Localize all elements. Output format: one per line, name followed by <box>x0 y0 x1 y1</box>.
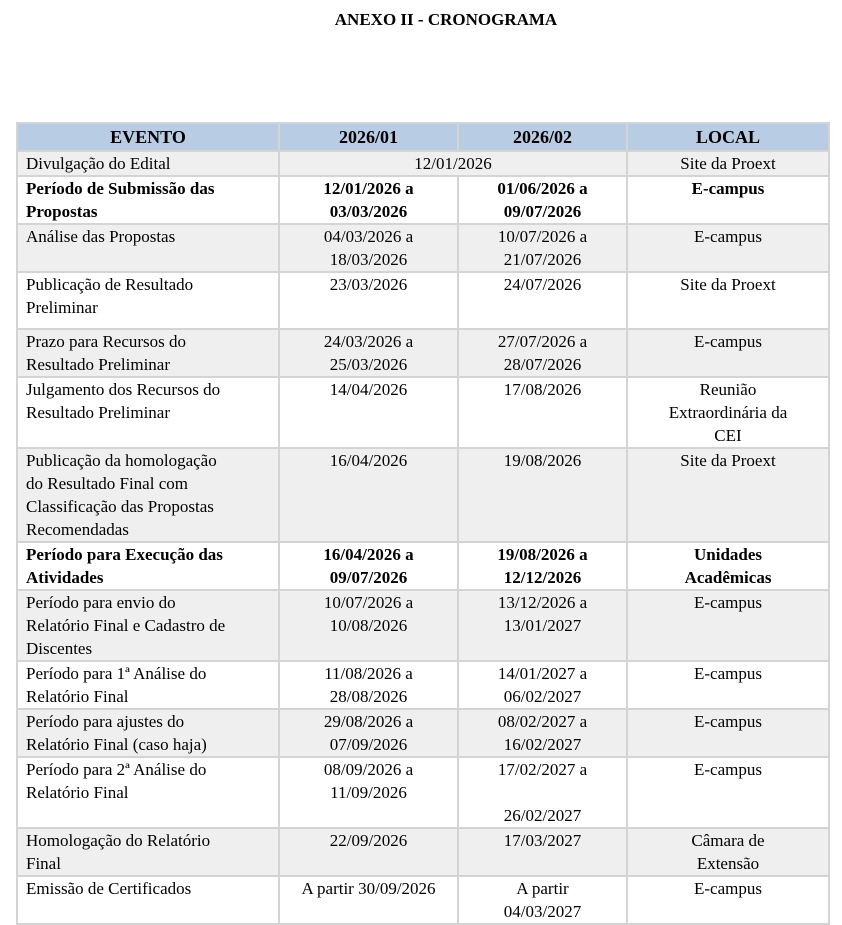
table-header-row: EVENTO 2026/01 2026/02 LOCAL <box>16 122 830 152</box>
cell-period-2: 17/03/2027 <box>457 827 628 877</box>
cell-local: Site da Proext <box>626 447 830 543</box>
cell-period-2: 08/02/2027 a 16/02/2027 <box>457 708 628 758</box>
cell-evento: Período de Submissão das Propostas <box>16 175 280 225</box>
cell-period-1: 04/03/2026 a 18/03/2026 <box>278 223 459 273</box>
cell-evento: Período para envio do Relatório Final e … <box>16 589 280 662</box>
cell-evento: Período para 1ª Análise do Relatório Fin… <box>16 660 280 710</box>
cell-local: Site da Proext <box>626 150 830 177</box>
cell-local: E-campus <box>626 708 830 758</box>
document-title: ANEXO II - CRONOGRAMA <box>334 10 558 29</box>
table-row: Período para ajustes do Relatório Final … <box>16 708 830 758</box>
header-local: LOCAL <box>626 122 830 152</box>
cell-local: E-campus <box>626 328 830 378</box>
table-row: Análise das Propostas 04/03/2026 a 18/03/… <box>16 223 830 273</box>
cell-period-2: 19/08/2026 <box>457 447 628 543</box>
cell-evento: Prazo para Recursos do Resultado Prelimi… <box>16 328 280 378</box>
cell-period-2: 24/07/2026 <box>457 271 628 330</box>
table-row: Período para 1ª Análise do Relatório Fin… <box>16 660 830 710</box>
cell-period-1: 23/03/2026 <box>278 271 459 330</box>
cell-period-1: 14/04/2026 <box>278 376 459 449</box>
cell-local: E-campus <box>626 223 830 273</box>
table-row: Divulgação do Edital 12/01/2026 Site da Pr… <box>16 150 830 177</box>
table-row: Publicação da homologação do Resultado F… <box>16 447 830 543</box>
cell-period-2: 10/07/2026 a 21/07/2026 <box>457 223 628 273</box>
cell-local: E-campus <box>626 756 830 829</box>
cell-period-1: 11/08/2026 a 28/08/2026 <box>278 660 459 710</box>
cell-period-2: 27/07/2026 a 28/07/2026 <box>457 328 628 378</box>
cell-local: E-campus <box>626 875 830 925</box>
cell-period-2: 01/06/2026 a 09/07/2026 <box>457 175 628 225</box>
cell-evento: Período para 2ª Análise do Relatório Fin… <box>16 756 280 829</box>
cell-period-1: 16/04/2026 <box>278 447 459 543</box>
header-period-1: 2026/01 <box>278 122 459 152</box>
cell-period-2: 17/02/2027 a 26/02/2027 <box>457 756 628 829</box>
cell-local: Site da Proext <box>626 271 830 330</box>
cell-period-1: 29/08/2026 a 07/09/2026 <box>278 708 459 758</box>
cell-evento: Análise das Propostas <box>16 223 280 273</box>
cell-evento: Divulgação do Edital <box>16 150 280 177</box>
cell-local: E-campus <box>626 589 830 662</box>
table-row: Período para Execução das Atividades 16/0… <box>16 541 830 591</box>
cell-local: Câmara de Extensão <box>626 827 830 877</box>
cell-period-1: 16/04/2026 a 09/07/2026 <box>278 541 459 591</box>
table-row: Período de Submissão das Propostas 12/01/… <box>16 175 830 225</box>
cell-period-1: A partir 30/09/2026 <box>278 875 459 925</box>
table-row: Período para 2ª Análise do Relatório Fin… <box>16 756 830 829</box>
cell-period-1: 22/09/2026 <box>278 827 459 877</box>
table-row: Emissão de Certificados A partir 30/09/20… <box>16 875 830 925</box>
cell-period-1: 24/03/2026 a 25/03/2026 <box>278 328 459 378</box>
table-row: Período para envio do Relatório Final e … <box>16 589 830 662</box>
cell-period-2: A partir 04/03/2027 <box>457 875 628 925</box>
cell-evento: Publicação de Resultado Preliminar <box>16 271 280 330</box>
cell-period-2: 19/08/2026 a 12/12/2026 <box>457 541 628 591</box>
cell-local: E-campus <box>626 175 830 225</box>
table-row: Homologação do Relatório Final 22/09/2026… <box>16 827 830 877</box>
cell-period-1: 08/09/2026 a 11/09/2026 <box>278 756 459 829</box>
cell-period-2: 17/08/2026 <box>457 376 628 449</box>
cell-period-2: 13/12/2026 a 13/01/2027 <box>457 589 628 662</box>
table-row: Julgamento dos Recursos do Resultado Pre… <box>16 376 830 449</box>
cell-local: E-campus <box>626 660 830 710</box>
cell-period-2: 14/01/2027 a 06/02/2027 <box>457 660 628 710</box>
cell-evento: Período para ajustes do Relatório Final … <box>16 708 280 758</box>
cell-date-merged: 12/01/2026 <box>278 150 628 177</box>
cell-local: Reunião Extraordinária da CEI <box>626 376 830 449</box>
table-row: Publicação de Resultado Preliminar 23/03/… <box>16 271 830 330</box>
table-row: Prazo para Recursos do Resultado Prelimi… <box>16 328 830 378</box>
cell-period-1: 12/01/2026 a 03/03/2026 <box>278 175 459 225</box>
cell-evento: Publicação da homologação do Resultado F… <box>16 447 280 543</box>
schedule-table: EVENTO 2026/01 2026/02 LOCAL Divulgação … <box>16 122 830 925</box>
cell-local: Unidades Acadêmicas <box>626 541 830 591</box>
cell-evento: Julgamento dos Recursos do Resultado Pre… <box>16 376 280 449</box>
cell-evento: Homologação do Relatório Final <box>16 827 280 877</box>
header-period-2: 2026/02 <box>457 122 628 152</box>
cell-period-1: 10/07/2026 a 10/08/2026 <box>278 589 459 662</box>
cell-evento: Emissão de Certificados <box>16 875 280 925</box>
header-evento: EVENTO <box>16 122 280 152</box>
cell-evento: Período para Execução das Atividades <box>16 541 280 591</box>
